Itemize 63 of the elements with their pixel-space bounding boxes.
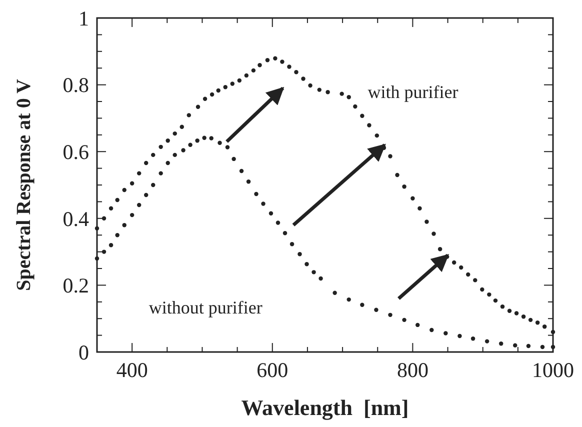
y-tick-label: 0.8 (62, 73, 89, 98)
point (374, 308, 378, 312)
point (268, 211, 274, 216)
x-tick-label: 600 (256, 358, 288, 382)
text: without purifier (148, 297, 262, 318)
x-tick-label: 1000 (532, 358, 574, 382)
point (232, 156, 236, 162)
point (209, 136, 214, 140)
point (102, 250, 106, 254)
point (444, 331, 448, 336)
point (130, 212, 134, 218)
point (388, 312, 392, 318)
point (298, 252, 302, 256)
x-tick-label: 400 (116, 358, 148, 382)
y-tick-label: 0.6 (62, 140, 89, 164)
point (225, 145, 230, 150)
y-tick-label: 0 (78, 340, 89, 364)
point (115, 232, 120, 238)
point (166, 160, 170, 166)
x-tick-label: 800 (396, 358, 428, 382)
point (304, 262, 309, 266)
point (122, 222, 126, 228)
point (540, 344, 545, 350)
y-tick-label: 0.2 (62, 274, 89, 298)
point (181, 148, 186, 152)
point (172, 152, 177, 158)
point (484, 339, 490, 344)
x-axis-title: Wavelength [nm] (241, 395, 409, 420)
point (360, 302, 364, 308)
point (158, 171, 163, 176)
point (402, 318, 406, 322)
point (346, 297, 351, 302)
y-tick-label: 0.4 (62, 206, 90, 231)
series-label: with purifier (368, 82, 458, 102)
point (239, 168, 244, 174)
point (254, 192, 258, 196)
point (218, 140, 222, 146)
point (290, 242, 294, 246)
point (550, 344, 556, 350)
point (151, 182, 156, 188)
point (430, 328, 434, 332)
point (318, 276, 323, 281)
y-tick-label: 1 (78, 6, 89, 30)
point (195, 138, 200, 143)
point (513, 343, 518, 348)
point (202, 136, 206, 140)
y-axis-title: Spectral Response at 0 V (13, 78, 35, 291)
point (276, 220, 280, 225)
point (136, 202, 142, 208)
point (332, 290, 337, 295)
point (498, 342, 504, 346)
point (108, 243, 114, 248)
point (144, 192, 148, 198)
point (312, 270, 316, 274)
point (470, 336, 476, 341)
point (261, 202, 266, 206)
point (94, 256, 100, 261)
point (246, 180, 251, 184)
point (415, 322, 420, 328)
point (458, 334, 462, 338)
point (282, 230, 288, 236)
point (188, 142, 192, 148)
point (526, 344, 531, 348)
